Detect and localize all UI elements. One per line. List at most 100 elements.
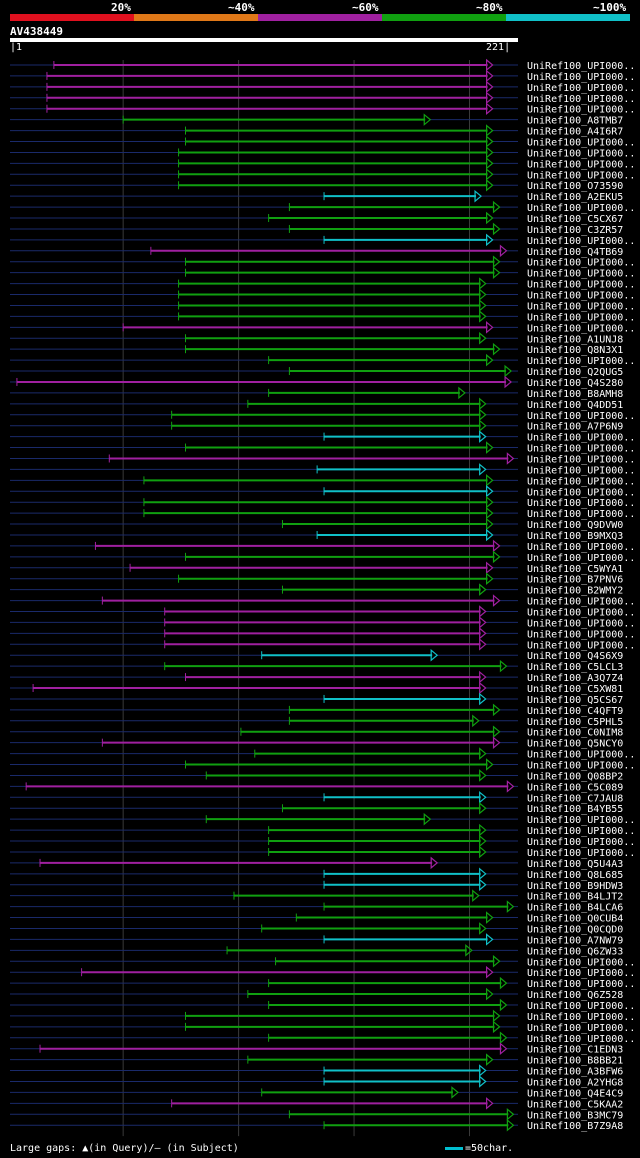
- hit-arrow: [479, 408, 487, 422]
- hit-label: UniRef100_Q8N3X1: [527, 345, 623, 356]
- hit-label: UniRef100_UPI000..: [527, 280, 635, 291]
- hit-label: UniRef100_Q9DVW0: [527, 520, 623, 531]
- hit-label: UniRef100_Q2QUG5: [527, 367, 623, 378]
- hit-arrow: [492, 342, 501, 356]
- hit-label: UniRef100_Q4S6X9: [527, 651, 623, 662]
- hit-label: UniRef100_Q4E4C9: [527, 1088, 623, 1099]
- hit-arrow: [479, 692, 487, 706]
- hit-arrow: [486, 58, 494, 72]
- hit-label: UniRef100_UPI000..: [527, 476, 635, 487]
- hit-label: UniRef100_UPI000..: [527, 465, 635, 476]
- hit-label: UniRef100_Q8L685: [527, 870, 623, 881]
- hit-arrow: [479, 583, 487, 596]
- legend-swatch-1: [10, 14, 134, 21]
- hit-label: UniRef100_C5CX67: [527, 214, 623, 225]
- hit-arrow: [486, 135, 494, 148]
- hit-label: UniRef100_C7JAU8: [527, 793, 623, 804]
- legend-swatch-3: [258, 14, 382, 21]
- hit-label: UniRef100_A3BFW6: [527, 1067, 623, 1078]
- hit-label: UniRef100_UPI000..: [527, 837, 635, 848]
- hit-label: UniRef100_UPI000..: [527, 826, 635, 837]
- hit-label: UniRef100_UPI000..: [527, 509, 635, 520]
- hit-arrow: [479, 463, 487, 476]
- hit-label: UniRef100_UPI000..: [527, 629, 635, 640]
- hit-arrow: [479, 277, 487, 290]
- hit-label: UniRef100_Q4S280: [527, 378, 623, 389]
- hit-arrow: [506, 900, 515, 913]
- hit-arrow: [486, 933, 494, 946]
- hit-arrow: [506, 780, 515, 793]
- hit-arrow: [492, 703, 501, 717]
- hit-label: UniRef100_UPI000..: [527, 72, 635, 83]
- hit-label: UniRef100_C5PHL5: [527, 717, 623, 728]
- hit-label: UniRef100_UPI000..: [527, 433, 635, 444]
- legend-swatch-4: [382, 14, 506, 21]
- legend-label-3: ~60%: [352, 1, 379, 14]
- hit-label: UniRef100_UPI000..: [527, 94, 635, 105]
- hit-arrow: [451, 1086, 459, 1099]
- query-end-value: 221: [486, 42, 505, 53]
- hit-arrow: [479, 845, 487, 859]
- hit-label: UniRef100_UPI000..: [527, 1001, 635, 1012]
- hit-arrow: [479, 299, 487, 312]
- hit-label: UniRef100_A3Q7Z4: [527, 673, 623, 684]
- hit-label: UniRef100_UPI000..: [527, 553, 635, 564]
- hit-arrow: [479, 681, 487, 695]
- hit-arrow: [486, 987, 494, 1001]
- hit-label: UniRef100_UPI000..: [527, 236, 635, 247]
- hit-arrow: [486, 1097, 494, 1110]
- hit-label: UniRef100_A2YHG8: [527, 1077, 623, 1088]
- hit-label: UniRef100_UPI000..: [527, 979, 635, 990]
- hit-label: UniRef100_A7P6N9: [527, 422, 623, 433]
- hit-label: UniRef100_C5XW81: [527, 684, 623, 695]
- hit-label: UniRef100_UPI000..: [527, 848, 635, 859]
- hit-label: UniRef100_Q0CUB4: [527, 914, 623, 925]
- hit-arrow: [479, 922, 487, 935]
- hit-label: UniRef100_C1EDN3: [527, 1045, 623, 1056]
- hit-arrow: [506, 1118, 515, 1132]
- hit-arrow: [486, 124, 494, 137]
- hit-arrow: [486, 911, 494, 924]
- hit-label: UniRef100_Q4DD51: [527, 400, 623, 411]
- hit-label: UniRef100_UPI000..: [527, 83, 635, 94]
- hit-arrow: [486, 178, 494, 192]
- hit-arrow: [486, 441, 494, 454]
- hit-label: UniRef100_UPI000..: [527, 159, 635, 170]
- hit-arrow: [506, 452, 515, 465]
- hit-label: UniRef100_UPI000..: [527, 487, 635, 498]
- hit-label: UniRef100_C5WYA1: [527, 564, 623, 575]
- hit-label: UniRef100_UPI000..: [527, 411, 635, 422]
- hit-label: UniRef100_UPI000..: [527, 761, 635, 772]
- hit-arrow: [479, 670, 487, 684]
- hit-label: UniRef100_C5KAA2: [527, 1099, 623, 1110]
- hit-arrow: [492, 954, 501, 968]
- hit-label: UniRef100_UPI000..: [527, 356, 635, 367]
- hit-arrow: [458, 386, 466, 400]
- hit-label: UniRef100_C3ZR57: [527, 225, 623, 236]
- hit-label: UniRef100_C5LCL3: [527, 662, 623, 673]
- hit-arrow: [486, 484, 494, 498]
- hit-arrow: [479, 1075, 487, 1088]
- hit-arrow: [486, 517, 494, 531]
- hit-label: UniRef100_Q5U4A3: [527, 859, 623, 870]
- hit-arrow: [479, 419, 487, 432]
- hit-label: UniRef100_B4LJT2: [527, 892, 623, 903]
- hit-label: UniRef100_UPI000..: [527, 312, 635, 323]
- hit-label: UniRef100_B3MC79: [527, 1110, 623, 1121]
- hit-label: UniRef100_A8TMB7: [527, 116, 623, 127]
- hit-arrow: [479, 769, 487, 782]
- hit-label: UniRef100_UPI000..: [527, 323, 635, 334]
- hit-arrow: [504, 375, 513, 389]
- hit-label: UniRef100_B4YB55: [527, 804, 623, 815]
- hit-label: UniRef100_C0NIM8: [527, 728, 623, 739]
- hit-label: UniRef100_UPI000..: [527, 640, 635, 651]
- hit-arrow: [486, 168, 494, 181]
- hit-label: UniRef100_B2WMY2: [527, 586, 623, 597]
- hit-arrow: [486, 80, 494, 94]
- hit-arrow: [479, 331, 487, 345]
- hit-arrow: [479, 397, 487, 411]
- query-end-position: 221|: [486, 42, 511, 53]
- hit-label: UniRef100_B4LCA6: [527, 903, 623, 914]
- hit-arrow: [486, 69, 494, 83]
- hit-label: UniRef100_B8AMH8: [527, 389, 623, 400]
